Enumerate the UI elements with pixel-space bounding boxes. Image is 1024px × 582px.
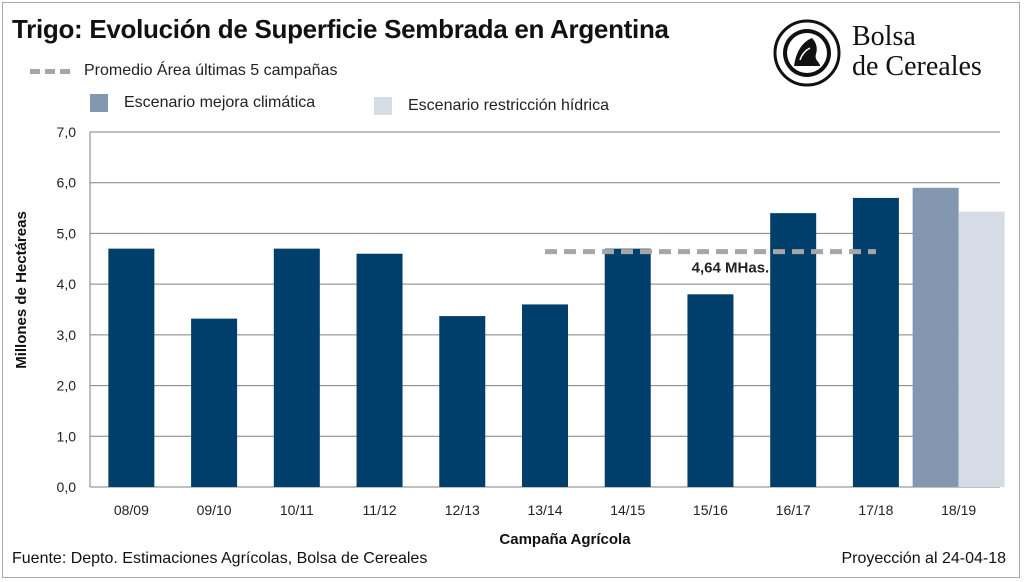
legend-average-label: Promedio Área últimas 5 campañas xyxy=(84,62,338,79)
average-line-group: 4,64 MHas. xyxy=(545,249,876,277)
bar-14-15 xyxy=(604,248,651,487)
bar-10-11 xyxy=(273,248,320,487)
bar-scenario-bad xyxy=(958,211,1005,487)
bar-scenario-good xyxy=(912,187,959,488)
source-note: Fuente: Depto. Estimaciones Agrícolas, B… xyxy=(12,550,428,567)
logo-text: Bolsa de Cereales xyxy=(852,22,982,82)
legend-swatch-good xyxy=(90,94,108,112)
x-tick-label: 16/17 xyxy=(776,502,811,518)
y-tick-label: 6,0 xyxy=(57,175,77,191)
y-tick-label: 0,0 xyxy=(57,479,77,495)
logo-line-1: Bolsa xyxy=(852,21,916,52)
average-annotation: 4,64 MHas. xyxy=(692,260,770,277)
x-tick-label: 10/11 xyxy=(280,502,314,518)
seal-icon xyxy=(773,19,841,87)
x-axis-title: Campaña Agrícola xyxy=(499,531,631,548)
y-axis-ticks: 0,0 1,0 2,0 3,0 4,0 5,0 6,0 7,0 xyxy=(57,124,77,495)
logo: Bolsa de Cereales xyxy=(772,18,982,88)
legend-dash-swatch xyxy=(30,68,70,74)
x-tick-label: 14/15 xyxy=(610,502,645,518)
y-axis-title: Millones de Hectáreas xyxy=(13,211,30,369)
legend-scenario-good-label: Escenario mejora climática xyxy=(124,94,316,111)
logo-line-2: de Cereales xyxy=(852,51,982,82)
x-tick-label: 08/09 xyxy=(114,502,149,518)
x-tick-label: 15/16 xyxy=(693,502,728,518)
bar-09-10 xyxy=(191,318,238,487)
page-title: Trigo: Evolución de Superficie Sembrada … xyxy=(12,14,669,44)
x-axis-ticks: 08/09 09/10 10/11 11/12 12/13 13/14 14/15 15/16… xyxy=(114,502,977,518)
legend-average: Promedio Área últimas 5 campañas xyxy=(30,62,337,80)
x-tick-label: 11/12 xyxy=(363,502,397,518)
bar-16-17 xyxy=(770,213,817,487)
x-tick-label: 12/13 xyxy=(445,502,480,518)
y-tick-label: 5,0 xyxy=(57,225,77,241)
legend-swatch-bad xyxy=(374,97,392,115)
bar-12-13 xyxy=(439,316,486,487)
bar-08-09 xyxy=(108,248,155,487)
legend-scenario-bad-label: Escenario restricción hídrica xyxy=(408,97,609,114)
bar-15-16 xyxy=(687,294,734,487)
y-tick-label: 2,0 xyxy=(57,378,77,394)
bar-11-12 xyxy=(356,253,403,487)
x-tick-label: 13/14 xyxy=(527,502,562,518)
bars xyxy=(108,187,1005,488)
projection-date: Proyección al 24-04-18 xyxy=(841,550,1006,567)
y-tick-label: 4,0 xyxy=(57,276,77,292)
y-tick-label: 3,0 xyxy=(57,327,77,343)
x-tick-label: 17/18 xyxy=(858,502,893,518)
y-tick-label: 7,0 xyxy=(57,124,77,140)
bar-13-14 xyxy=(522,304,568,487)
y-tick-label: 1,0 xyxy=(57,428,77,444)
legend-scenario-good: Escenario mejora climática xyxy=(90,94,315,112)
x-tick-label: 09/10 xyxy=(197,502,232,518)
legend-scenario-bad: Escenario restricción hídrica xyxy=(374,97,609,115)
bar-17-18 xyxy=(852,197,899,487)
x-tick-label: 18/19 xyxy=(941,502,976,518)
